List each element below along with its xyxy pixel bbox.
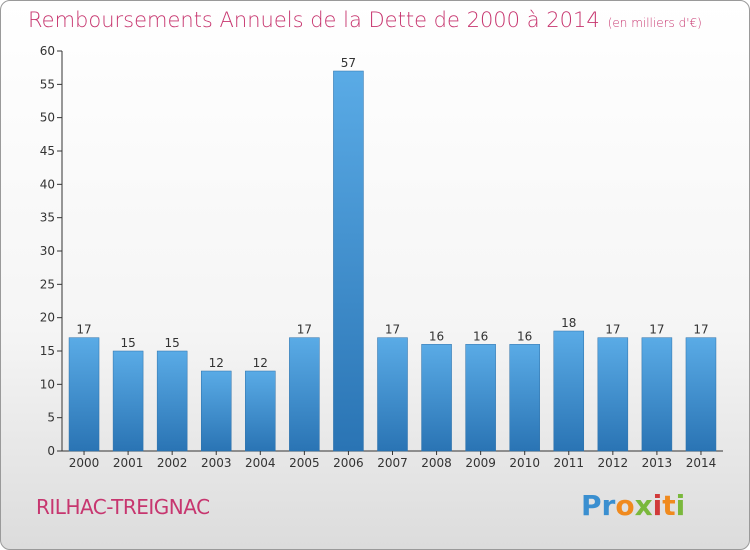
bar (465, 344, 496, 452)
y-tick-label: 10 (40, 377, 55, 391)
data-label: 17 (649, 323, 664, 337)
bar (421, 344, 452, 452)
x-tick-label: 2008 (421, 456, 452, 470)
y-tick-label: 35 (40, 211, 55, 225)
data-label: 12 (209, 356, 224, 370)
y-tick-label: 50 (40, 111, 55, 125)
x-tick-label: 2001 (113, 456, 144, 470)
x-tick-label: 2014 (686, 456, 717, 470)
data-label: 16 (473, 329, 488, 343)
bar (597, 337, 629, 452)
x-tick-label: 2003 (201, 456, 232, 470)
bar (509, 344, 540, 452)
data-label: 57 (341, 56, 356, 70)
x-tick-label: 2007 (377, 456, 408, 470)
chart-subtitle: (en milliers d'€) (607, 16, 702, 30)
bar (68, 337, 100, 452)
proxiti-logo: Proxiti (581, 489, 686, 522)
x-tick-label: 2004 (245, 456, 276, 470)
data-label: 17 (693, 323, 708, 337)
data-label: 18 (561, 316, 576, 330)
data-label: 17 (76, 323, 91, 337)
y-tick-label: 40 (40, 177, 55, 191)
x-tick-label: 2006 (333, 456, 364, 470)
x-tick-label: 2012 (598, 456, 629, 470)
x-tick-label: 2002 (157, 456, 188, 470)
y-tick-label: 60 (40, 44, 55, 58)
data-label: 16 (517, 329, 532, 343)
x-tick-label: 2010 (509, 456, 540, 470)
town-name: RILHAC-TREIGNAC (36, 495, 210, 519)
chart-title: Remboursements Annuels de la Dette de 20… (28, 8, 702, 32)
data-label: 16 (429, 329, 444, 343)
x-tick-label: 2000 (69, 456, 100, 470)
data-label: 15 (120, 336, 135, 350)
bar (685, 337, 717, 452)
bar (156, 350, 188, 452)
bar (245, 370, 276, 452)
x-tick-label: 2005 (289, 456, 320, 470)
y-tick-label: 0 (47, 444, 55, 458)
chart-title-text: Remboursements Annuels de la Dette de 20… (28, 8, 600, 32)
bar (112, 350, 144, 452)
x-tick-label: 2011 (553, 456, 584, 470)
data-label: 17 (385, 323, 400, 337)
x-tick-label: 2013 (642, 456, 673, 470)
bar (333, 70, 364, 452)
y-tick-label: 5 (47, 411, 55, 425)
y-tick-label: 30 (40, 244, 55, 258)
x-tick-label: 2009 (465, 456, 496, 470)
data-label: 17 (297, 323, 312, 337)
data-label: 12 (253, 356, 268, 370)
y-tick-label: 20 (40, 311, 55, 325)
bar (641, 337, 673, 452)
y-tick-label: 45 (40, 144, 55, 158)
y-tick-label: 25 (40, 277, 55, 291)
data-label: 15 (165, 336, 180, 350)
bar (200, 370, 232, 452)
bar (289, 337, 320, 452)
bar (553, 330, 585, 452)
data-label: 17 (605, 323, 620, 337)
bar (377, 337, 408, 452)
y-tick-label: 55 (40, 77, 55, 91)
y-tick-label: 15 (40, 344, 55, 358)
